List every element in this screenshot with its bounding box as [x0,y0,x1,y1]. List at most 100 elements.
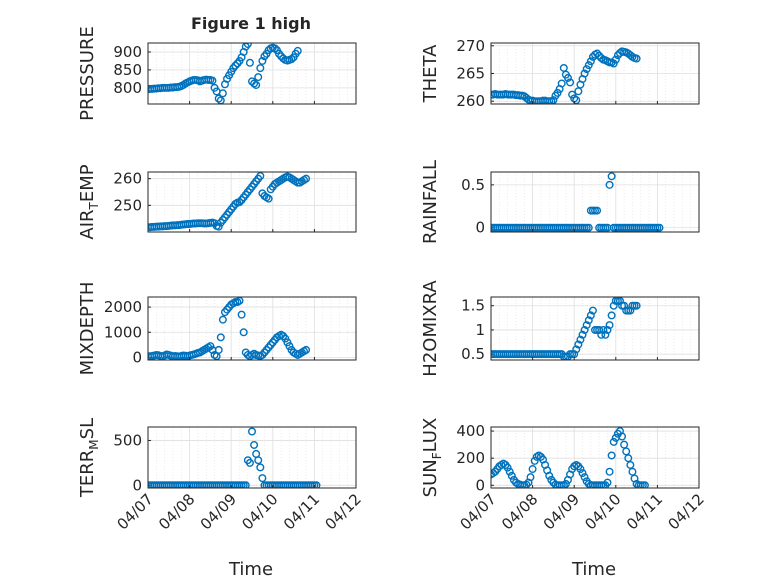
axes-box [147,296,357,361]
data-point [584,61,593,70]
data-point [237,310,246,319]
marker-group [148,172,311,232]
data-point [622,447,631,456]
y-tick-label: 260 [113,170,142,188]
data-point [640,481,649,488]
data-point [258,474,267,483]
data-point [609,59,618,68]
data-point [584,316,593,325]
x-axis-label-left: Time [228,559,273,580]
data-point [582,321,591,330]
figure-title: Figure 1 high [191,14,311,33]
y-label-suffix: LUX [420,418,441,453]
axes-box [490,171,700,233]
data-point [526,473,535,482]
data-point [545,471,554,480]
data-point [239,328,248,337]
data-point [582,65,591,74]
data-point [601,330,610,339]
y-tick-label: 800 [113,79,142,97]
y-tick-label: 1000 [104,323,142,341]
data-point [605,180,614,189]
data-point [624,454,633,463]
data-point [302,174,311,183]
y-axis-label: AIRTEMP [77,164,101,239]
y-tick-label: 250 [113,196,142,214]
data-point [632,54,641,63]
y-axis-label: PRESSURE [77,26,98,121]
y-tick-label: 850 [113,61,142,79]
data-point [563,73,572,82]
data-point [603,478,612,487]
data-point [597,330,606,339]
y-label-main: PRESSURE [77,26,98,121]
data-point [578,469,587,478]
y-tick-label: 0 [475,219,485,237]
data-point [270,44,279,53]
y-tick-label: 900 [113,43,142,61]
data-point [593,49,602,58]
data-point [235,198,244,207]
data-point [632,301,641,310]
data-point [254,456,263,465]
axes-box [147,171,357,233]
data-point [580,69,589,78]
y-label-main: H2OMIXRA [420,280,441,377]
data-point [618,432,627,441]
data-point [603,325,612,334]
data-point [655,223,664,232]
data-point [605,467,614,476]
y-axis-label: SUNFLUX [420,418,444,498]
data-point [595,325,604,334]
data-point [287,55,296,64]
axes-background [148,427,356,488]
data-point [528,465,537,474]
axes-box [490,426,700,489]
y-label-main: RAINFALL [420,160,441,244]
data-point [609,437,618,446]
data-point [586,57,595,66]
y-tick-label: 270 [456,37,485,55]
y-tick-label: 1.5 [461,297,485,315]
y-tick-label: 0 [132,348,142,366]
y-axis-label: TERRMSL [77,418,101,498]
data-point [312,481,321,488]
axes-box [490,42,700,105]
y-label-subscript: T [87,201,101,210]
data-point [620,301,629,310]
data-point [218,89,227,98]
y-tick-label: 2000 [104,298,142,316]
data-point [574,340,583,349]
data-point [218,315,227,324]
data-point [615,297,624,305]
data-point [302,345,311,354]
data-point [572,345,581,354]
y-tick-label: 0.5 [461,176,485,194]
marker-group [148,427,321,488]
data-point [507,471,516,480]
data-point [254,73,263,82]
axes-background [148,43,356,104]
y-tick-label: 400 [456,422,485,440]
data-point [568,90,577,99]
data-point [578,330,587,339]
y-tick-label: 260 [456,92,485,110]
y-tick-label: 0 [475,476,485,494]
data-point [580,325,589,334]
data-point [214,222,223,231]
y-tick-label: 0.5 [461,345,485,363]
subplot-h2omixra: 0.5 1 1.5 H2OMIXRA [420,280,700,377]
data-point [557,79,566,88]
data-point [252,80,261,89]
y-tick-label: 200 [456,449,485,467]
y-label-suffix: SL [77,418,98,439]
data-point [611,55,620,64]
data-point [593,206,602,215]
data-point [216,333,225,342]
data-point [553,88,562,97]
data-point [245,458,254,467]
marker-group [491,172,664,232]
